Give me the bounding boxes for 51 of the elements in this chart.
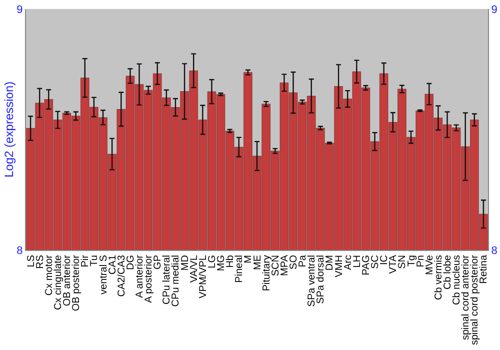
x-tick-label: Tu [89, 255, 100, 266]
x-tick-label: Pa [298, 254, 309, 268]
x-tick-label: Cb nucleus [452, 255, 463, 306]
y-axis-title: Log2 (expression) [2, 81, 16, 178]
x-tick-label: Tg [406, 255, 418, 267]
x-tick-label: MD [180, 255, 191, 271]
x-tick-label: A anterior [134, 254, 146, 298]
x-tick-label: GP [152, 254, 164, 270]
x-tick-label: Cx motor [44, 254, 55, 296]
x-tick-label: LS [26, 254, 37, 268]
x-tick-label: VTA [388, 254, 400, 274]
x-tick-label: IC [379, 255, 390, 265]
y2-tick-label: 9 [491, 4, 498, 16]
x-tick-label: SCN [270, 255, 282, 276]
x-tick-label: Pituitary [261, 255, 272, 292]
x-tick-label: SPa dorsal [316, 255, 327, 304]
x-tick-label: OB anterior [62, 254, 74, 306]
x-tick-label: Pir [80, 254, 92, 268]
x-tick-label: Cx cingulate [52, 254, 64, 310]
x-tick-label: CPu medial [170, 255, 182, 307]
x-tick-label: DG [125, 254, 136, 270]
x-tick-label: CA2/CA3 [116, 254, 128, 297]
x-tick-label: Arc [342, 255, 354, 270]
x-tick-label: Pn [415, 255, 426, 268]
x-tick-label: SO [288, 254, 300, 270]
x-tick-label: RS [34, 254, 46, 269]
x-tick-label: M [243, 255, 254, 264]
x-tick-label: SC [370, 255, 382, 269]
x-tick-label: LG [206, 254, 218, 268]
x-tick-label: ventral S [98, 254, 110, 294]
x-tick-label: Hb [225, 254, 236, 268]
x-tick-label: VMH [334, 255, 345, 278]
x-tick-label: PAG [360, 254, 372, 276]
x-tick-label: MPA [279, 254, 290, 276]
x-tick-label: Pineal [234, 255, 246, 283]
x-tick-label: Cb lobe [442, 254, 454, 290]
x-tick-label: spinal cord anterior [460, 254, 472, 340]
x-tick-label: LH [352, 255, 363, 268]
x-tick-label: CA1 [107, 254, 118, 274]
x-tick-label: OB posterior [71, 254, 82, 312]
y2-tick-label: 8 [491, 244, 498, 257]
x-tick-label: Cb vermis [433, 255, 444, 300]
x-tick-label: A posterior [144, 254, 155, 303]
x-tick-label: SN [397, 255, 408, 269]
x-tick-label: ME [252, 254, 264, 270]
x-tick-label: spinal cord posterior [470, 254, 481, 346]
x-tick-label: Retina [478, 254, 490, 284]
x-tick-label: DM [324, 255, 336, 271]
x-tick-label: VPM/VPL [198, 254, 209, 298]
x-tick-label: MVe [424, 254, 436, 276]
x-tick-label: VA/VL [188, 254, 200, 283]
